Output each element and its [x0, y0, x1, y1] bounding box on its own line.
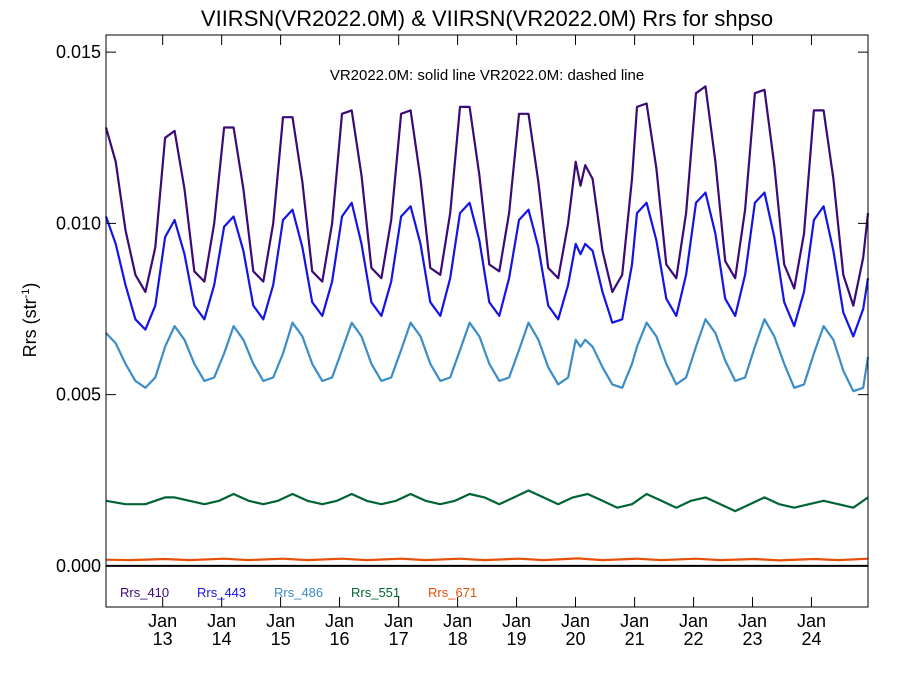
y-axis-label: Rrs (str-1)	[20, 283, 40, 358]
x-tick-label-year: 24	[801, 629, 821, 649]
plot-frame	[105, 34, 869, 608]
y-axis-label-close: )	[20, 283, 40, 289]
x-tick-label-month: Jan	[679, 611, 708, 631]
series-line-rrs-551	[105, 489, 869, 513]
x-tick-label-month: Jan	[384, 611, 413, 631]
y-tick-label: 0.010	[56, 213, 101, 233]
legend-entry-rrs-410: Rrs_410	[120, 585, 169, 600]
x-tick-label-month: Jan	[797, 611, 826, 631]
x-tick-label-year: 17	[389, 629, 409, 649]
y-tick-label: 0.005	[56, 385, 101, 405]
x-tick-label-month: Jan	[502, 611, 531, 631]
x-tick-label-year: 15	[271, 629, 291, 649]
x-tick-label-month: Jan	[620, 611, 649, 631]
series-line-rrs-443	[104, 191, 870, 338]
x-tick-label-year: 23	[743, 629, 763, 649]
x-tick-label-month: Jan	[443, 611, 472, 631]
series-line-rrs-671	[105, 557, 869, 562]
x-tick-label-year: 22	[684, 629, 704, 649]
legend-entry-rrs-443: Rrs_443	[197, 585, 246, 600]
x-tick-label-year: 18	[448, 629, 468, 649]
line-style-annotation: VR2022.0M: solid line VR2022.0M: dashed …	[330, 67, 644, 84]
axes: 0.0000.0050.0100.015Jan13Jan14Jan15Jan16…	[56, 34, 869, 649]
series-line-rrs-486	[105, 318, 870, 393]
x-tick-label-month: Jan	[207, 611, 236, 631]
y-axis-label-main: Rrs (str	[20, 298, 40, 357]
series-layer	[104, 85, 870, 562]
x-tick-label-year: 19	[507, 629, 527, 649]
x-tick-label-month: Jan	[325, 611, 354, 631]
x-tick-label-month: Jan	[266, 611, 295, 631]
x-tick-label-year: 13	[153, 629, 173, 649]
x-tick-label-year: 20	[565, 629, 585, 649]
x-tick-label-month: Jan	[148, 611, 177, 631]
x-tick-label-month: Jan	[561, 611, 590, 631]
y-axis-label-superscript: -1	[20, 289, 32, 299]
legend-entry-rrs-671: Rrs_671	[428, 585, 477, 600]
chart-title: VIIRSN(VR2022.0M) & VIIRSN(VR2022.0M) Rr…	[201, 6, 773, 31]
x-tick-label-year: 21	[625, 629, 645, 649]
y-tick-label: 0.015	[56, 42, 101, 62]
legend-entry-rrs-486: Rrs_486	[274, 585, 323, 600]
x-tick-label-month: Jan	[738, 611, 767, 631]
legend-entry-rrs-551: Rrs_551	[351, 585, 400, 600]
y-tick-label: 0.000	[56, 556, 101, 576]
x-tick-label-year: 16	[330, 629, 350, 649]
legend: Rrs_410 Rrs_443 Rrs_486 Rrs_551 Rrs_671	[120, 585, 477, 600]
series-line-rrs-410	[104, 85, 870, 307]
x-tick-label-year: 14	[212, 629, 232, 649]
